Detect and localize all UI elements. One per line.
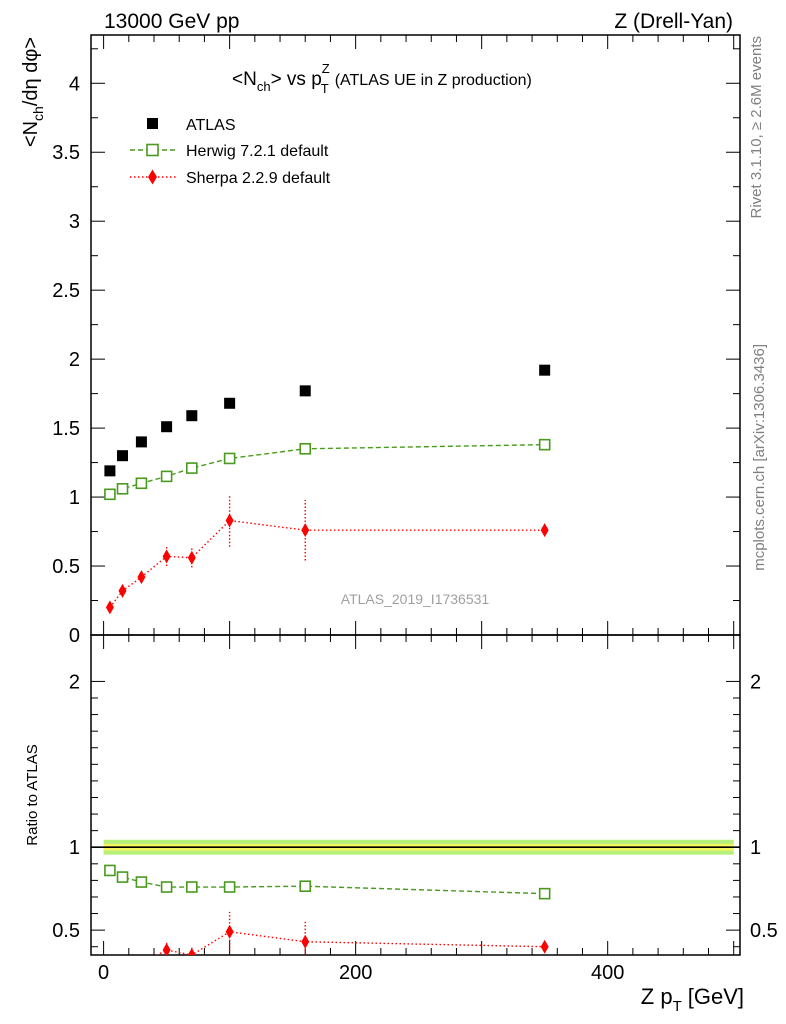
ratio-sherpa-line <box>155 931 545 955</box>
ratio-sherpa-point <box>187 948 196 955</box>
main-herwig-point <box>538 438 551 451</box>
ratio-y-axis-label: Ratio to ATLAS <box>24 744 41 845</box>
main-atlas-point <box>186 410 198 422</box>
main-y-tick-label: 0.5 <box>52 556 80 578</box>
main-y-tick-label: 1 <box>69 487 80 509</box>
legend-marker-sherpa <box>148 169 157 185</box>
ratio-herwig-line <box>109 869 545 895</box>
legend-label-sherpa: Sherpa 2.2.9 default <box>186 170 331 187</box>
ratio-herwig-point <box>538 887 551 900</box>
x-tick-label: 200 <box>339 962 372 984</box>
legend-label-atlas: ATLAS <box>186 117 236 134</box>
ratio-y-tick-label-right: 0.5 <box>750 920 778 942</box>
main-sherpa-point <box>118 583 127 598</box>
main-series <box>104 364 551 615</box>
main-herwig-point <box>299 442 312 455</box>
main-atlas-point <box>135 436 147 448</box>
ratio-herwig-point <box>135 876 148 888</box>
analysis-watermark: ATLAS_2019_I1736531 <box>341 591 490 607</box>
main-atlas-point <box>299 385 311 397</box>
main-sherpa-point <box>301 523 310 538</box>
main-herwig-point <box>104 488 116 501</box>
main-panel: 0 0.5 1 1.5 2 2.5 3 3.5 4 <Nch> vs pZ T (ATLAS UE … <box>20 34 741 647</box>
main-sherpa-point <box>540 523 549 538</box>
ratio-y-tick-label-right: 2 <box>750 671 761 693</box>
main-y-tick-label: 1.5 <box>52 418 80 440</box>
ratio-sherpa-point <box>162 943 171 955</box>
main-sherpa-point <box>187 550 196 565</box>
x-tick-label: 400 <box>591 962 624 984</box>
ratio-y-tick-label: 1 <box>69 837 80 859</box>
legend-marker-herwig <box>146 143 159 157</box>
ratio-sherpa-point <box>540 939 549 954</box>
ratio-y-tick-label: 2 <box>69 671 80 693</box>
legend-label-herwig: Herwig 7.2.1 default <box>186 143 329 160</box>
ratio-herwig-point <box>223 881 236 893</box>
main-y-tick-label: 0 <box>69 625 80 647</box>
ratio-y-tick-label-right: 1 <box>750 837 761 859</box>
main-atlas-point <box>117 450 129 462</box>
header-process: Z (Drell-Yan) <box>614 10 733 33</box>
main-axes: 0 0.5 1 1.5 2 2.5 3 3.5 4 <box>52 35 740 647</box>
ratio-y-tick-label: 0.5 <box>52 920 80 942</box>
x-tick-label: 0 <box>98 962 109 984</box>
main-y-tick-label: 2 <box>69 349 80 371</box>
main-sherpa-point <box>162 549 171 564</box>
main-y-tick-label: 3 <box>69 211 80 233</box>
ratio-sherpa-point <box>301 934 310 949</box>
main-atlas-point <box>161 421 173 433</box>
ratio-frame <box>90 634 741 956</box>
x-axis-label: Z pT [GeV] <box>641 984 744 1015</box>
main-herwig-line <box>109 443 545 495</box>
ratio-herwig-point <box>104 864 116 877</box>
legend-marker-atlas <box>147 118 158 129</box>
main-sherpa-point <box>225 513 234 528</box>
ratio-sherpa-point <box>137 956 145 970</box>
main-atlas-point <box>224 397 236 409</box>
header-energy: 13000 GeV pp <box>104 10 239 33</box>
ratio-axes: 0.5 0.5 1 1 2 2 0 200 400 <box>52 635 778 984</box>
legend: ATLAS Herwig 7.2.1 default Sherpa 2.2.9 … <box>130 117 331 187</box>
ratio-sherpa-point <box>225 924 234 939</box>
main-herwig-point <box>186 462 198 474</box>
y-axis-label: <Nch/dη dφ> <box>20 37 46 147</box>
mcplots-label: mcplots.cern.ch [arXiv:1306.3436] <box>751 344 768 571</box>
main-sherpa-line <box>109 519 545 608</box>
ratio-herwig-point <box>186 881 198 893</box>
main-atlas-point <box>539 364 551 376</box>
ratio-panel: 0.5 0.5 1 1 2 2 0 200 400 Ratio to ATLAS Z pT [Ge… <box>24 634 778 1015</box>
main-herwig-point <box>116 482 129 495</box>
main-herwig-point <box>135 477 148 490</box>
main-y-tick-label: 2.5 <box>52 280 80 302</box>
main-herwig-point <box>160 470 173 483</box>
main-herwig-point <box>223 452 236 465</box>
main-sherpa-point <box>105 600 114 615</box>
ratio-herwig-point <box>160 881 173 893</box>
rivet-label: Rivet 3.1.10, ≥ 2.6M events <box>748 36 765 219</box>
ratio-sherpa-point <box>119 965 127 979</box>
main-atlas-point <box>104 465 116 477</box>
main-y-tick-label: 3.5 <box>52 142 80 164</box>
ratio-herwig-point <box>299 880 312 892</box>
ratio-herwig-point <box>116 871 129 883</box>
main-sherpa-point <box>137 570 146 585</box>
plot-title: <Nch> vs pZ T (ATLAS UE in Z production) <box>232 61 532 96</box>
main-y-tick-label: 4 <box>69 73 80 95</box>
ratio-series <box>104 864 551 979</box>
